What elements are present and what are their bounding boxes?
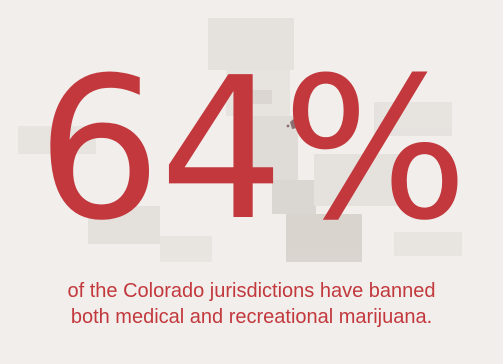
map-marker-icon: [286, 117, 300, 129]
headline-percentage: 64%: [36, 36, 469, 264]
caption-line-2: both medical and recreational marijuana.: [70, 306, 433, 328]
caption-line-1: of the Colorado jurisdictions have banne…: [67, 280, 436, 302]
statistic-caption: of the Colorado jurisdictions have banne…: [0, 278, 503, 330]
